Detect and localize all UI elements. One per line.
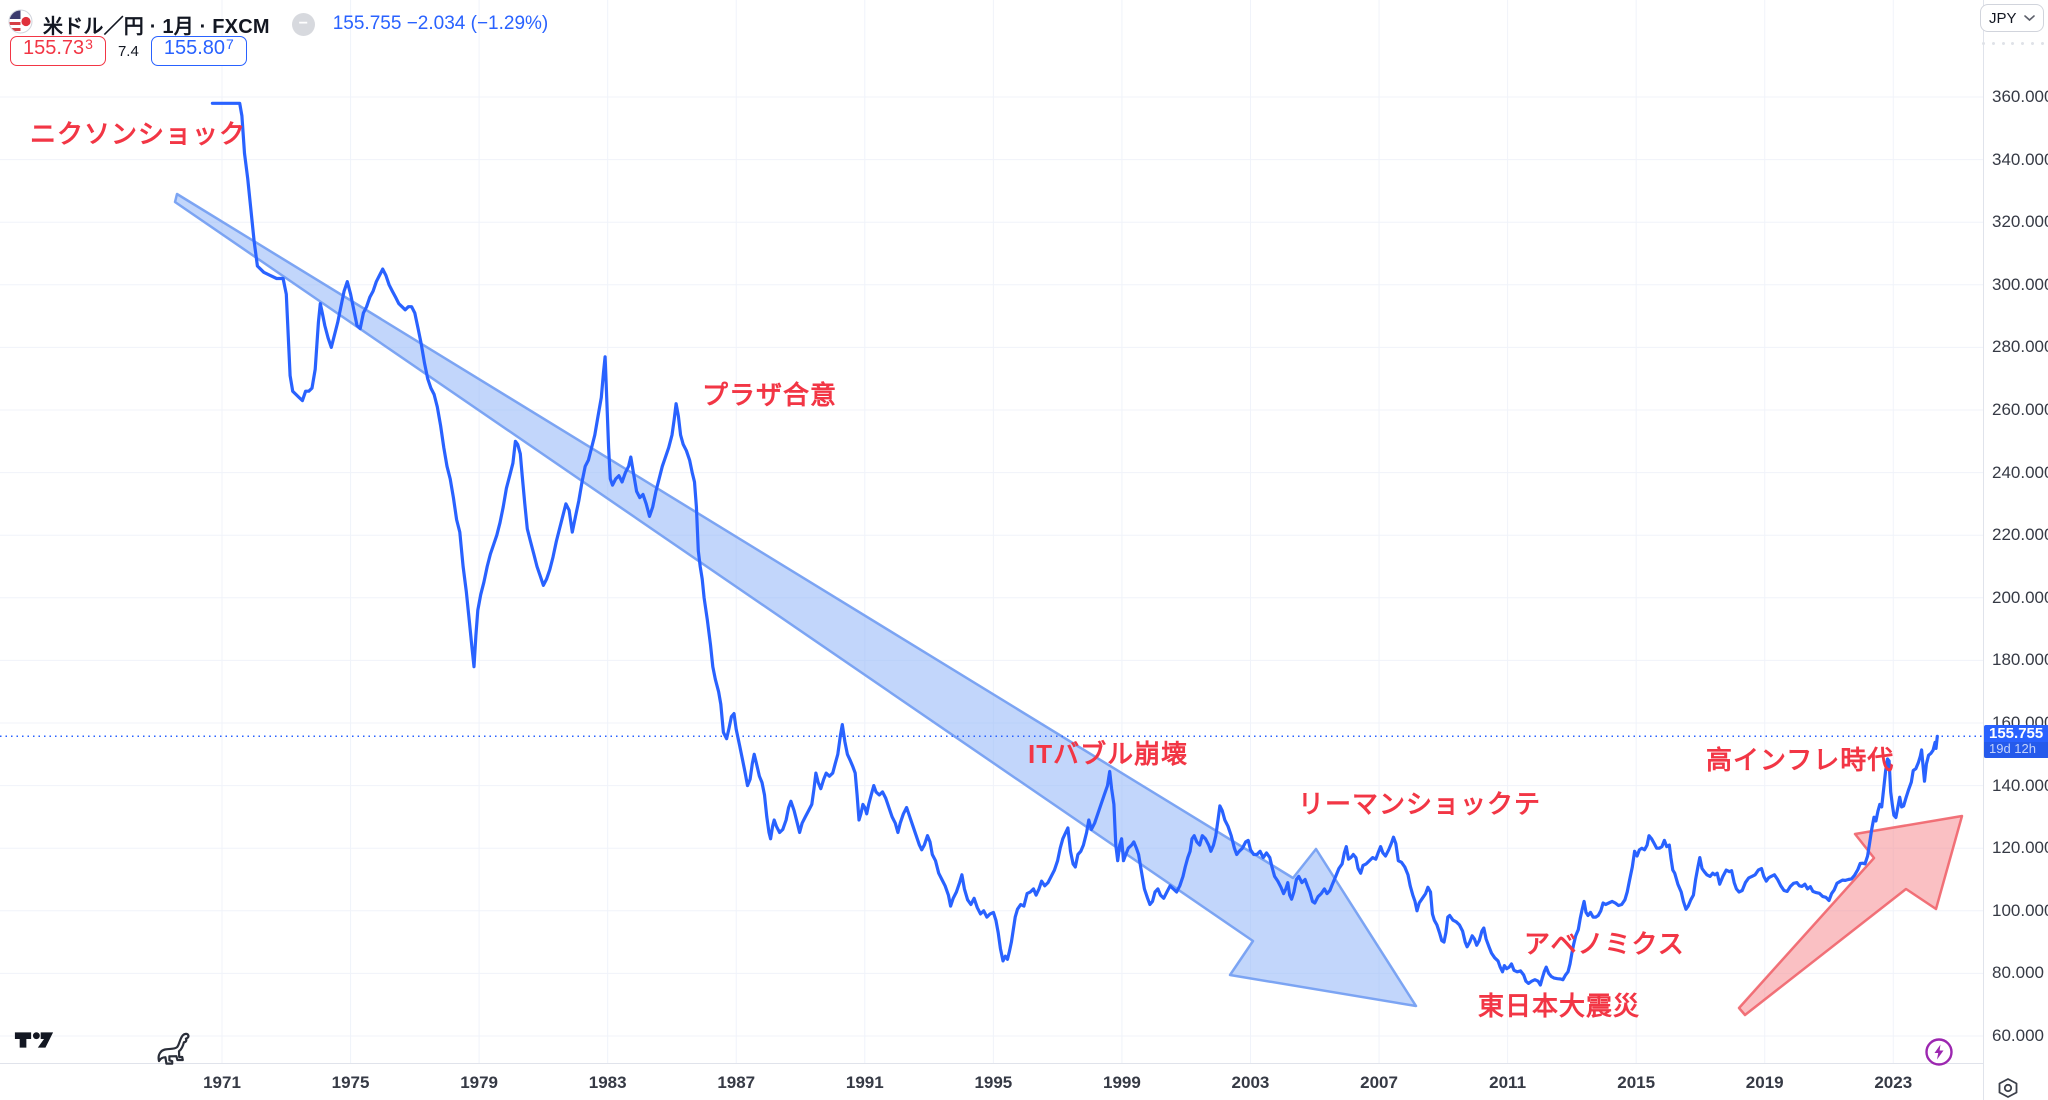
price-axis-label: 340.000 [1992,149,2048,169]
annotation-high-inflation[interactable]: 高インフレ時代 [1706,745,1895,775]
price-axis[interactable]: JPY 360.000 340.000 320.000 300.000 280.000 2… [1980,0,2048,1100]
bid-button[interactable]: 155.73 3 [10,36,106,66]
time-axis-label: 1975 [331,1073,370,1092]
annotation-tohoku-earthquake[interactable]: 東日本大震災 [1478,991,1641,1021]
price-axis-label: 120.000 [1992,838,2048,858]
up-trend-arrow-drawing[interactable] [1737,814,1964,1017]
settings-gear-icon[interactable] [1996,1077,2020,1100]
time-axis-label: 1987 [717,1073,756,1092]
tradingview-logo[interactable] [13,1029,55,1056]
price-axis-label: 60.000 [1992,1026,2044,1045]
annotation-lehman-shock[interactable]: リーマンショックテ [1298,789,1542,819]
usdjpy-price-line [210,101,1939,987]
price-axis-label: 320.000 [1992,212,2048,232]
hide-indicator-button[interactable]: − [291,12,315,36]
axis-handle-dots [1982,42,2044,45]
time-axis-label: 1999 [1102,1073,1141,1092]
down-trend-arrow-drawing[interactable] [173,192,1418,1008]
price-axis-label: 240.000 [1992,462,2048,482]
time-axis-label: 1983 [588,1073,627,1092]
time-axis-label: 2019 [1745,1073,1784,1092]
annotation-abenomics[interactable]: アベノミクス [1524,929,1685,959]
time-axis[interactable]: 1971 1975 1979 1983 1987 1991 1995 1999 2003 2007… [0,1063,2048,1100]
annotation-nixon-shock[interactable]: ニクソンショック [30,119,247,149]
annotation-it-bubble-burst[interactable]: ITバブル崩壊 [1028,739,1189,769]
chevron-down-icon [2024,9,2035,27]
last-price-label: 155.755 19d 12h [1984,725,2048,759]
time-axis-label: 2023 [1874,1073,1913,1092]
annotation-plaza-accord[interactable]: プラザ合意 [702,380,838,410]
time-axis-label: 1991 [845,1073,884,1092]
time-axis-label: 2011 [1489,1073,1527,1092]
ask-button[interactable]: 155.80 7 [150,36,247,66]
time-axis-label: 1995 [974,1073,1013,1092]
last-price-change: 155.755 −2.034 (−1.29%) [332,13,549,34]
price-axis-label: 140.000 [1992,775,2048,795]
price-axis-label: 220.000 [1992,525,2048,545]
price-axis-label: 280.000 [1992,337,2048,357]
time-axis-label: 2003 [1231,1073,1270,1092]
price-axis-label: 100.000 [1992,900,2048,920]
time-axis-label: 2007 [1360,1073,1398,1092]
spread-value: 7.4 [117,42,139,60]
price-axis-label: 300.000 [1992,274,2048,294]
time-axis-label: 1979 [460,1073,499,1092]
price-axis-label: 180.000 [1992,650,2048,670]
price-axis-label: 260.000 [1992,400,2048,419]
price-axis-label: 80.000 [1992,963,2044,983]
minus-icon: − [298,15,308,32]
dinosaur-icon[interactable] [156,1030,194,1071]
time-axis-label: 2015 [1617,1073,1656,1092]
symbol-title[interactable]: 米ドル／円 · 1月 · FXCM [43,15,270,38]
time-axis-label: 1971 [203,1073,241,1092]
lightning-mode-button[interactable] [1924,1037,1954,1072]
bar-countdown: 19d 12h [1984,742,2048,759]
usdjpy-flag-icon [8,9,33,39]
price-axis-label: 360.000 [1992,87,2048,106]
price-axis-label: 200.000 [1992,587,2048,607]
currency-selector-button[interactable]: JPY [1980,4,2044,32]
